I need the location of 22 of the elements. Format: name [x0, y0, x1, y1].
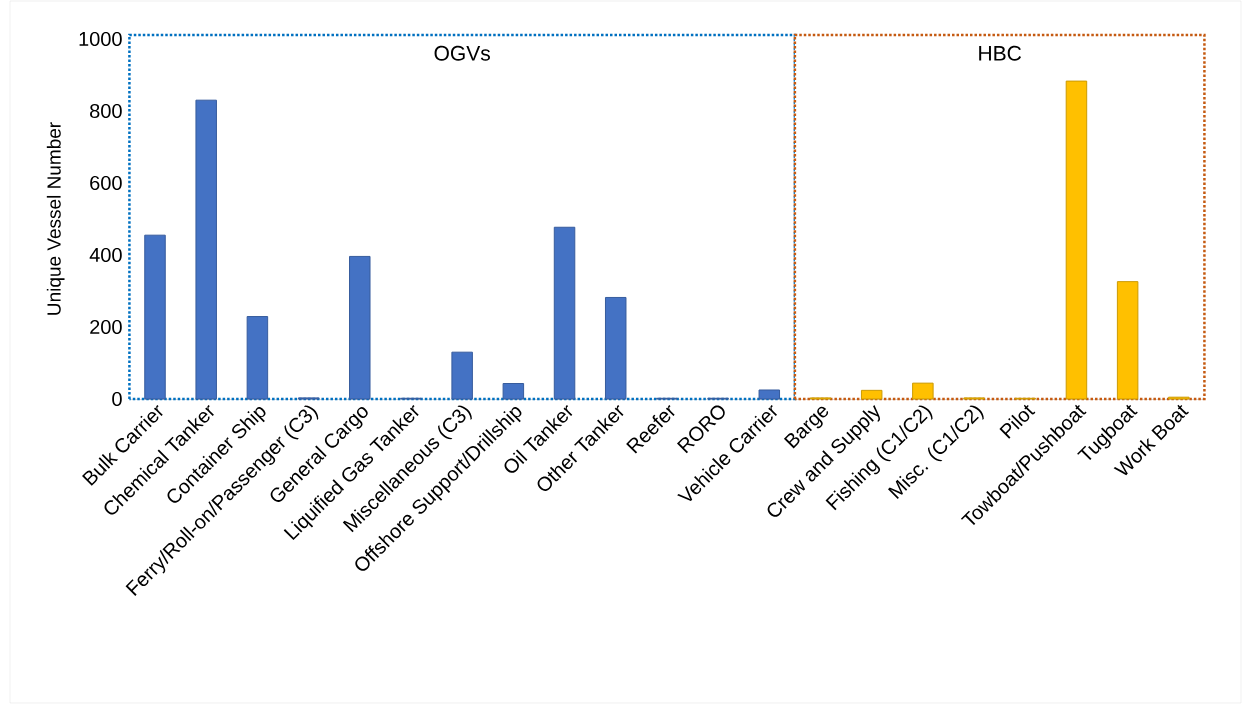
bar	[758, 389, 781, 400]
bar	[451, 351, 473, 400]
bar	[604, 296, 627, 400]
bar	[502, 383, 525, 400]
bar	[144, 234, 166, 400]
bar	[195, 99, 217, 400]
y-tick-label: 0	[112, 391, 122, 407]
bar	[912, 382, 934, 400]
y-tick-label: 600	[90, 175, 122, 191]
bar	[246, 316, 269, 400]
bar	[1065, 80, 1088, 400]
bar	[349, 255, 371, 400]
bar	[553, 226, 576, 400]
y-tick-label: 1000	[79, 31, 122, 47]
y-axis-title: Unique Vessel Number	[46, 122, 65, 315]
bar	[860, 389, 883, 400]
y-tick-label: 200	[90, 319, 122, 335]
y-tick-label: 400	[89, 247, 122, 263]
band-label: OGVs	[434, 45, 490, 61]
band-label: HBC	[979, 45, 1022, 61]
bar	[1116, 281, 1139, 400]
y-tick-label: 800	[90, 103, 122, 119]
